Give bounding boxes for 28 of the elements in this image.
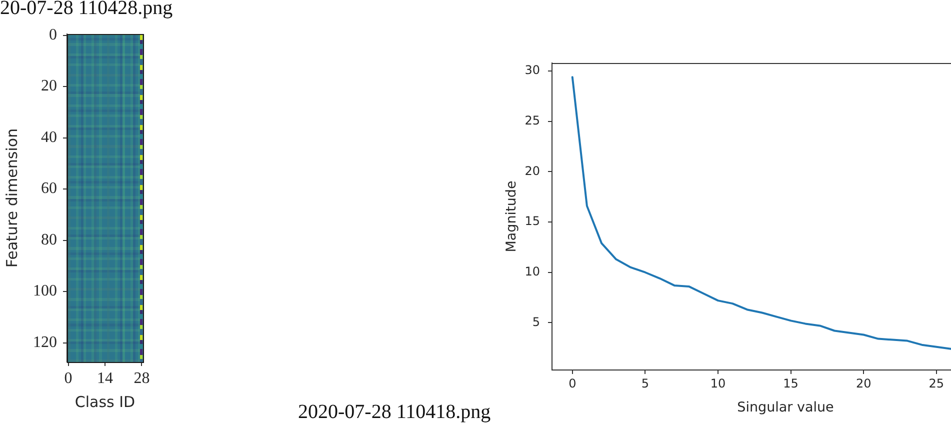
y-tick-label: 0 xyxy=(49,26,57,44)
y-tick-label: 60 xyxy=(41,180,57,198)
x-tick-label: 0 xyxy=(64,370,72,387)
x-tick-label: 0 xyxy=(568,376,576,390)
y-tick-label: 30 xyxy=(524,63,540,78)
text: 20-07-28 110428.png xyxy=(0,0,173,19)
x-tick-label: 14 xyxy=(97,370,113,387)
y-tick-label: 10 xyxy=(524,264,540,278)
x-tick-label: 15 xyxy=(783,376,798,390)
y-tick-label: 120 xyxy=(33,334,57,351)
y-tick-label: 20 xyxy=(524,164,540,178)
y-tick-label: 25 xyxy=(524,114,540,128)
y-tick-label: 100 xyxy=(33,282,57,300)
y-tick-label: 80 xyxy=(41,231,57,248)
x-axis-title: Singular value xyxy=(737,400,834,416)
y-axis-title: Magnitude xyxy=(504,180,520,252)
x-tick-label: 28 xyxy=(134,370,150,387)
y-tick-label: 15 xyxy=(524,214,540,228)
text: 2020-07-28 110418.png xyxy=(298,401,491,423)
y-tick-label: 40 xyxy=(41,128,57,146)
x-tick-label: 10 xyxy=(710,376,726,390)
x-tick-label: 25 xyxy=(928,376,944,390)
y-tick-label: 20 xyxy=(41,78,57,95)
x-axis-title: Class ID xyxy=(74,392,136,411)
y-tick-label: 5 xyxy=(532,314,540,329)
y-axis-title: Feature dimension xyxy=(2,128,21,268)
x-tick-label: 5 xyxy=(641,376,650,390)
x-tick-label: 20 xyxy=(856,376,872,390)
